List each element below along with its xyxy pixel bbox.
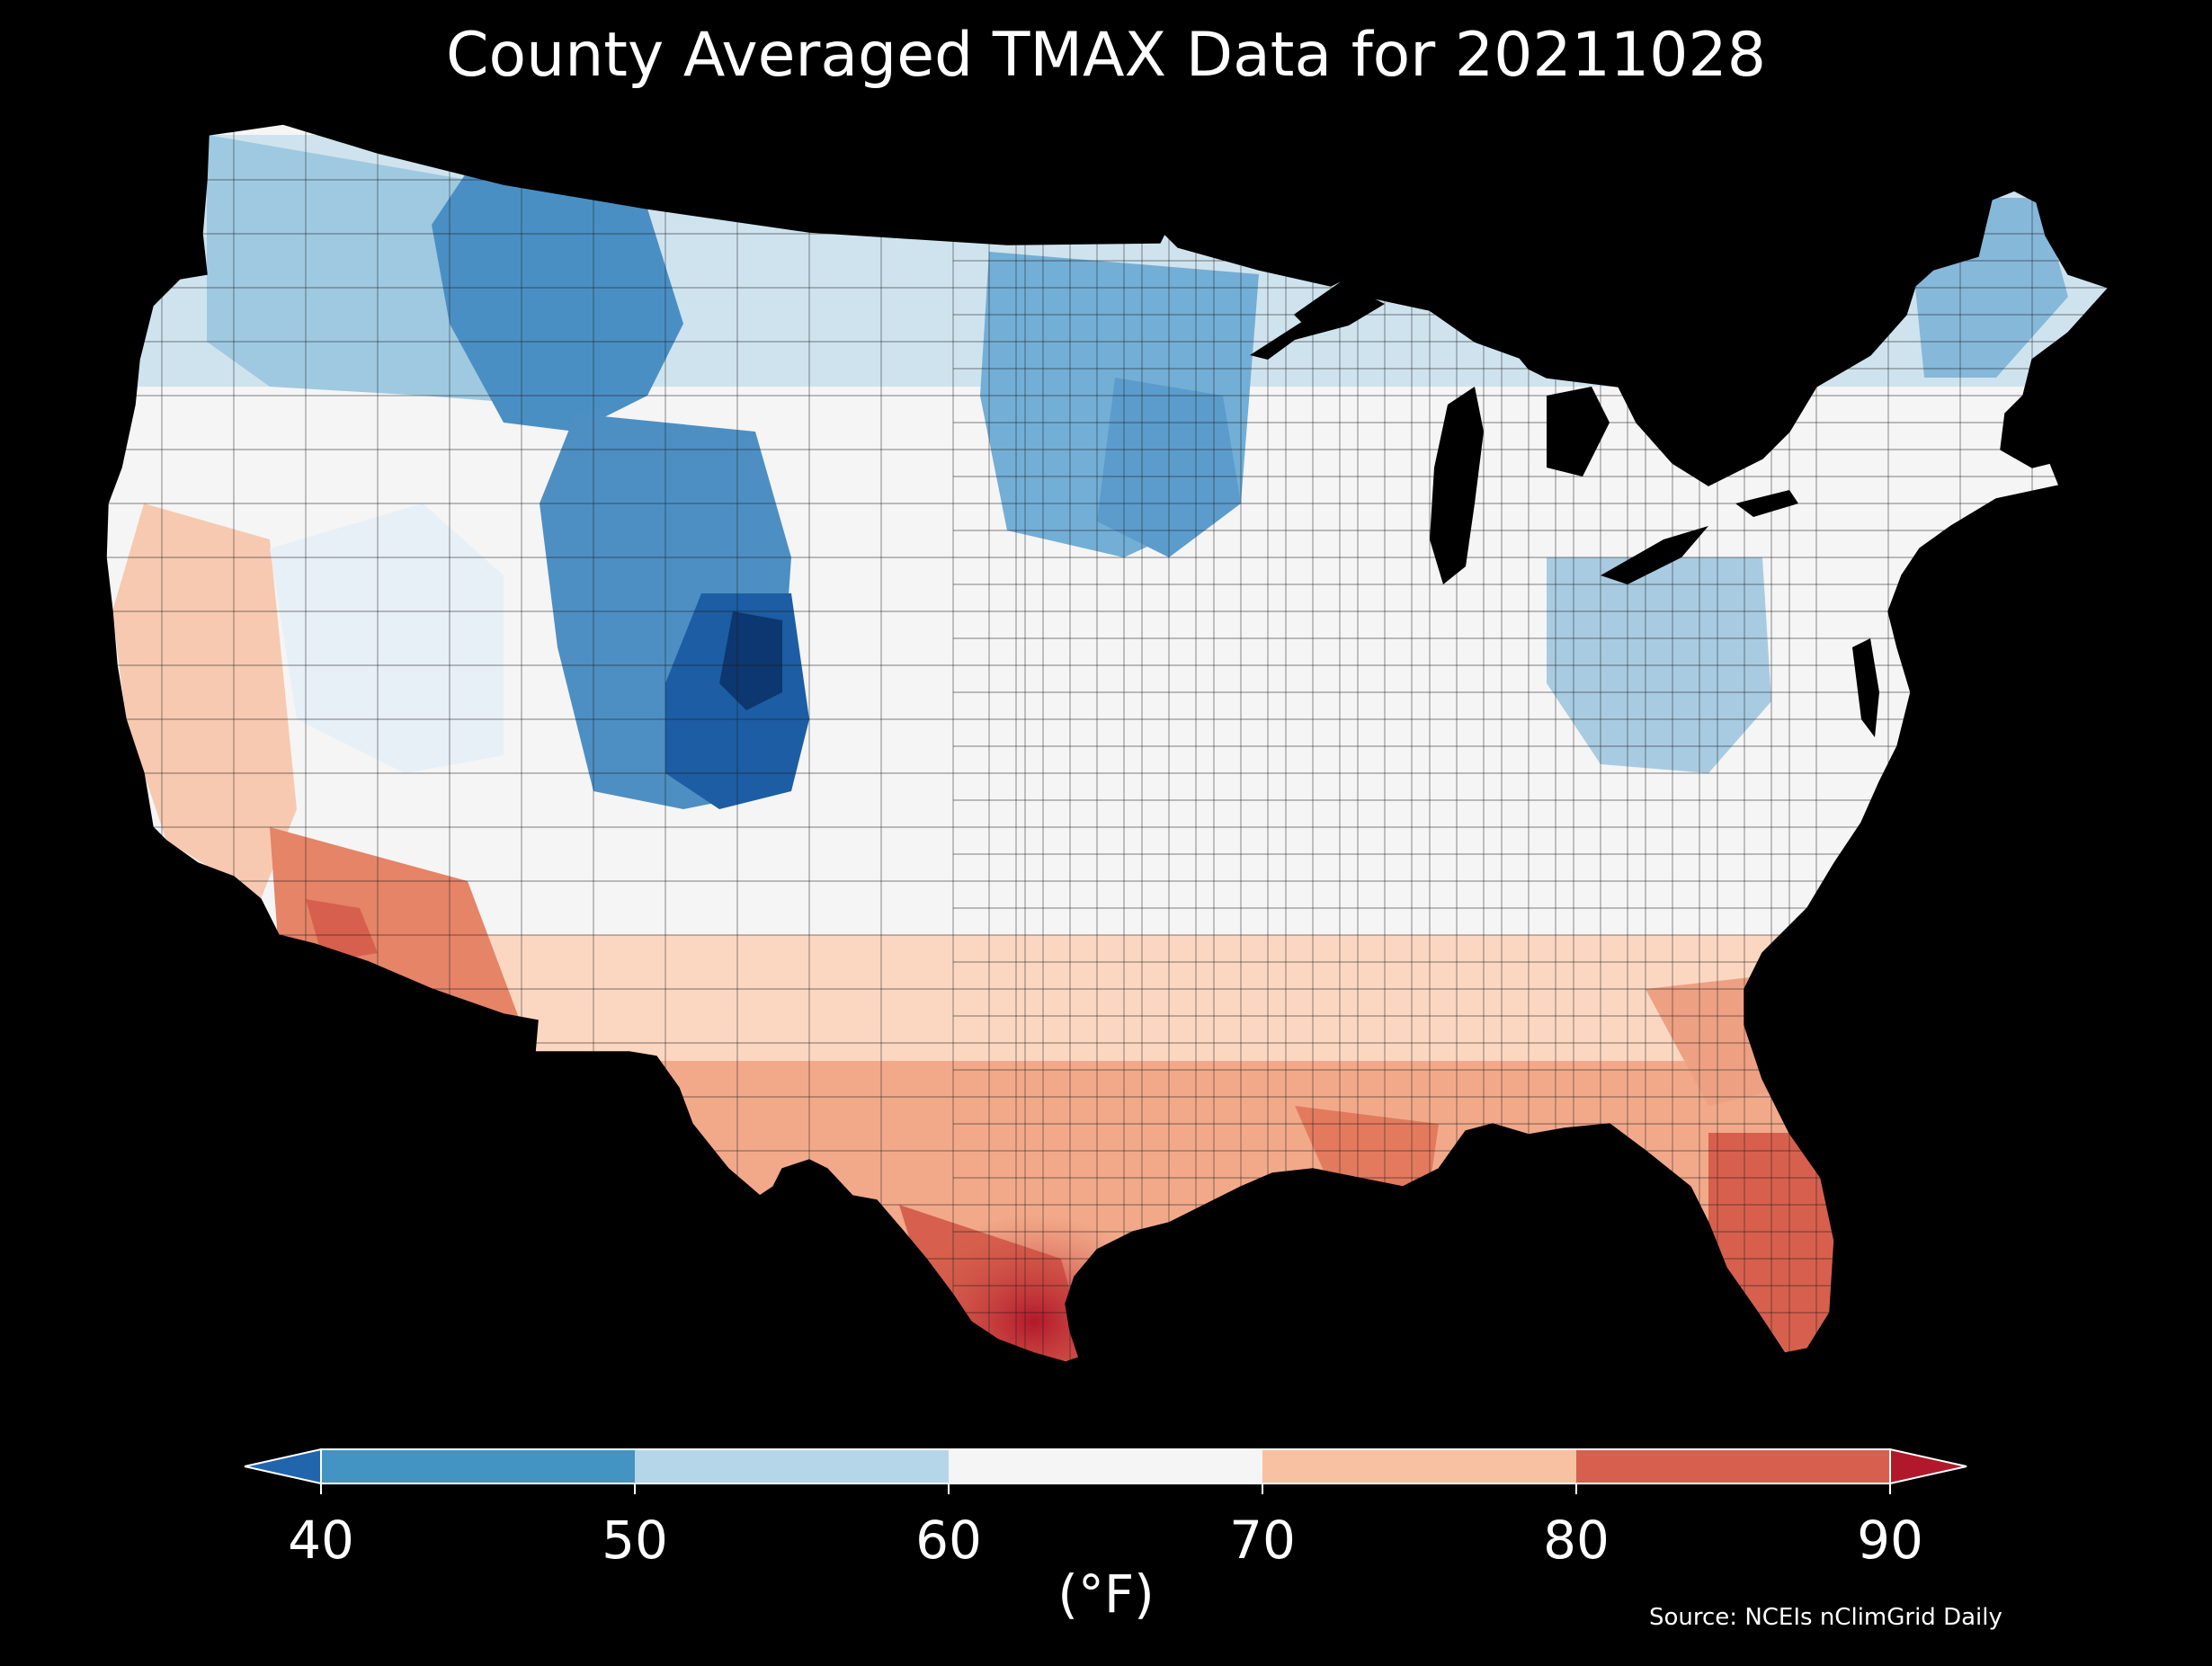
map-title: County Averaged TMAX Data for 20211028 (446, 20, 1766, 91)
colorbar-unit-label: (°F) (1057, 1564, 1155, 1625)
chesapeake-bay (1852, 638, 1879, 737)
region-louisiana-coast (1295, 1106, 1439, 1187)
region-great-basin (270, 503, 504, 773)
us-county-tmax-map (105, 123, 2109, 1363)
region-california-coast (112, 503, 297, 899)
colorbar-extend-low (244, 1448, 322, 1485)
region-montana-rockies (432, 171, 683, 432)
colorbar-tick-label-70: 70 (1229, 1510, 1296, 1571)
source-credit: Source: NCEIs nClimGrid Daily (1649, 1604, 2002, 1631)
lake-superior (1250, 295, 1385, 360)
region-coldest-counties (719, 611, 782, 710)
colorbar-segment-60-70 (949, 1449, 1262, 1483)
colorbar-extend-high (1889, 1448, 1967, 1485)
colorbar-segment-70-80 (1262, 1449, 1576, 1483)
colorbar-segments (244, 1448, 1967, 1485)
lake-ontario (1735, 490, 1798, 517)
colorbar-tick-label-90: 90 (1857, 1510, 1923, 1571)
colorbar-segment-50-60 (635, 1449, 949, 1483)
colorbar-tick-label-40: 40 (288, 1510, 354, 1571)
region-imperial-valley (306, 899, 378, 962)
great-lakes (1250, 295, 1879, 737)
colorbar-tick-label-80: 80 (1543, 1510, 1610, 1571)
lake-huron (1547, 387, 1610, 477)
colorbar-tick-label-50: 50 (602, 1510, 668, 1571)
colorbar-segment-80-90 (1576, 1449, 1890, 1483)
lake-erie (1601, 526, 1708, 584)
colorbar-segment-40-50 (321, 1449, 635, 1483)
colorbar-tick-label-60: 60 (915, 1510, 982, 1571)
lake-michigan (1430, 387, 1484, 584)
colorbar-frame (320, 1448, 1891, 1484)
colorbar-ticks (320, 1483, 1891, 1494)
